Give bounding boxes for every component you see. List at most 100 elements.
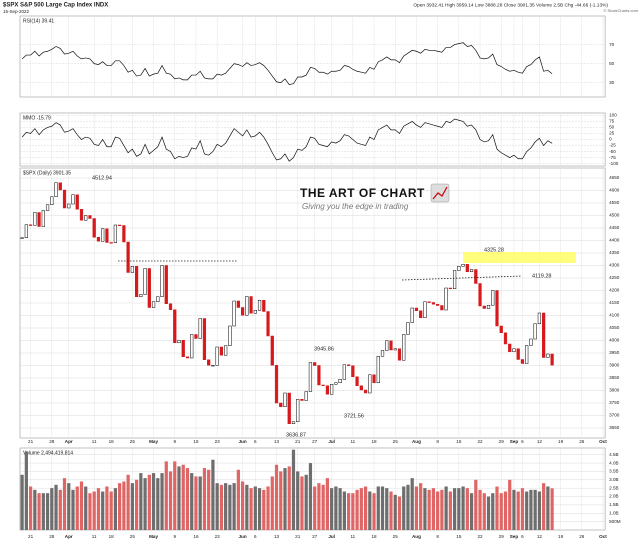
volume-bar <box>482 493 486 530</box>
y-tick-label: 4250 <box>609 275 620 280</box>
volume-bar <box>402 486 406 530</box>
volume-bar <box>45 493 50 530</box>
volume-bar <box>262 489 266 530</box>
volume-bar <box>537 491 542 530</box>
x-tick-label: 27 <box>312 439 318 444</box>
volume-bar <box>50 488 54 530</box>
x-tick-label: 11 <box>92 534 97 539</box>
y-tick-label: 4200 <box>609 288 620 293</box>
volume-bar <box>75 486 79 530</box>
candle <box>495 290 499 327</box>
candle <box>24 224 28 238</box>
volume-bar <box>58 489 62 530</box>
candle <box>516 348 520 360</box>
candle <box>296 399 300 422</box>
price-note: 3636.87 <box>286 432 306 438</box>
candle <box>338 379 342 383</box>
volume-bar <box>423 488 427 530</box>
dashed-level <box>401 275 523 281</box>
candle <box>198 318 202 339</box>
x-tick-label: 25 <box>130 534 136 539</box>
volume-bar <box>431 488 436 530</box>
x-tick-label: 22 <box>477 439 483 444</box>
candle <box>313 362 317 366</box>
panel-title: RSI(14) 39.41 <box>23 18 54 24</box>
candle <box>177 340 181 343</box>
candle <box>376 356 380 383</box>
candle <box>474 269 478 284</box>
volume-bar <box>338 488 342 530</box>
volume-bar <box>224 483 228 530</box>
panel-title: Volume 2,494,419,814 <box>23 450 73 456</box>
volume-bar <box>24 451 28 530</box>
candle <box>397 348 402 361</box>
candle <box>113 224 118 243</box>
volume-bar <box>266 486 270 530</box>
candle <box>249 296 253 314</box>
volume-bar <box>351 493 355 530</box>
candle <box>321 384 325 387</box>
x-tick-label: 25 <box>130 439 136 444</box>
candle <box>28 224 33 226</box>
candle <box>469 269 474 272</box>
volume-bar <box>88 493 92 530</box>
highlight-zone <box>463 252 576 263</box>
candle <box>228 325 232 346</box>
volume-bar <box>198 476 202 530</box>
volume-bar <box>147 474 151 530</box>
volume-bar <box>291 449 296 530</box>
y-tick-label: 1.5B <box>609 502 618 507</box>
x-tick-label: May <box>149 534 158 539</box>
candle <box>402 334 406 361</box>
volume-bar <box>101 491 105 530</box>
candle <box>181 340 185 357</box>
candle <box>503 332 508 345</box>
volume-bar <box>236 469 240 530</box>
x-tick-label: 27 <box>312 534 318 539</box>
candle <box>351 365 355 377</box>
candle <box>478 283 482 307</box>
volume-bar <box>270 476 274 530</box>
candle <box>20 237 24 239</box>
candle <box>457 266 461 271</box>
candle <box>50 196 54 205</box>
candle <box>444 287 448 311</box>
x-tick-label: 28 <box>49 439 55 444</box>
volume-bar <box>219 484 224 530</box>
x-tick-label: 26 <box>579 534 585 539</box>
x-tick-label: Oct <box>599 439 607 444</box>
volume-bar <box>499 493 503 530</box>
panel-title: MMO -15.79 <box>23 115 51 121</box>
volume-bar <box>33 489 37 530</box>
x-tick-label: 11 <box>350 534 355 539</box>
x-tick-label: 15 <box>456 439 462 444</box>
y-tick-label: 75 <box>609 119 615 124</box>
volume-bar <box>486 496 491 530</box>
volume-bar <box>232 483 236 530</box>
candle <box>287 392 291 424</box>
candle <box>330 384 334 395</box>
candle <box>389 340 393 351</box>
candle <box>274 365 279 404</box>
candle <box>440 305 444 311</box>
candle <box>37 212 41 227</box>
candle <box>88 215 92 219</box>
volume-bar <box>444 486 448 530</box>
candle <box>194 334 198 339</box>
candle <box>185 356 190 359</box>
volume-bar <box>427 489 431 530</box>
y-tick-label: 50 <box>609 125 615 130</box>
candle <box>151 301 156 308</box>
volume-bar <box>520 488 525 530</box>
candle <box>211 365 215 367</box>
x-tick-label: 6 <box>521 439 524 444</box>
symbol: $SPX S&P 500 Large Cap Index INDX <box>3 3 108 9</box>
candle <box>257 300 262 311</box>
volume-bar <box>491 493 495 530</box>
candle <box>101 228 105 242</box>
candle <box>207 359 211 366</box>
y-tick-label: -75 <box>609 155 616 160</box>
x-tick-label: 25 <box>393 439 399 444</box>
y-tick-label: 1.0B <box>609 510 618 515</box>
